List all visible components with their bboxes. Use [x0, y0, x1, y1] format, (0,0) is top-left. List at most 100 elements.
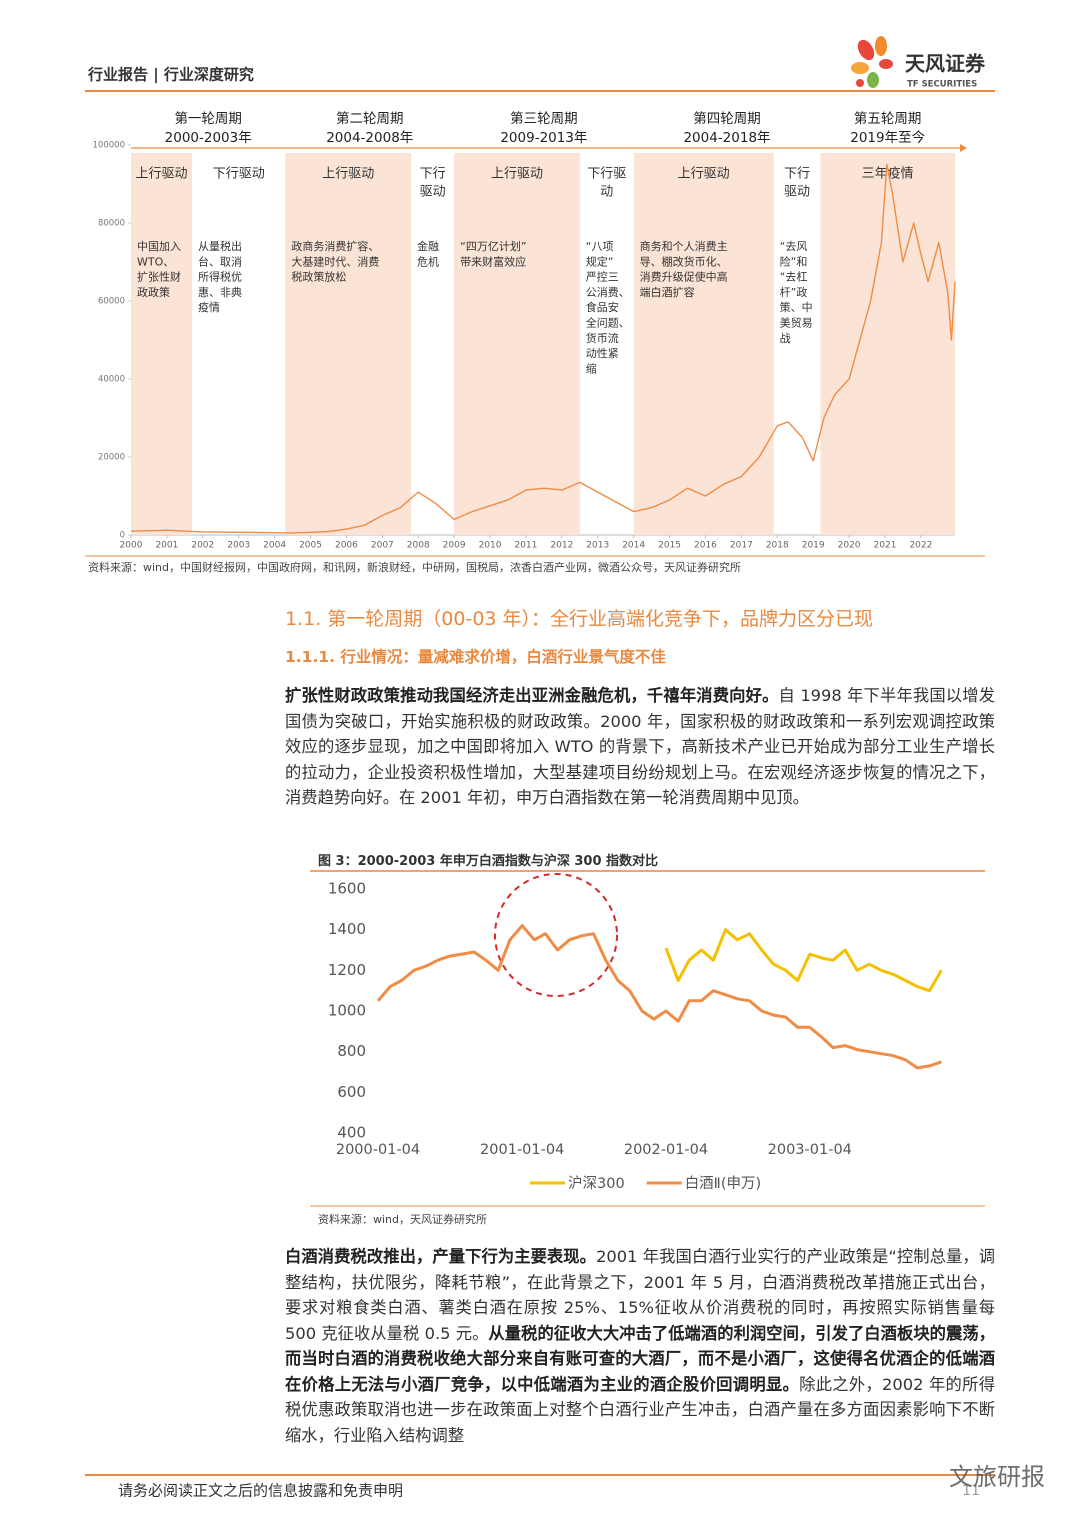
band-label: 上行驱动: [491, 167, 543, 182]
band-text: 台、取消: [198, 254, 242, 268]
x-tick-label: 2002: [191, 541, 214, 551]
band-text: 从量税出: [198, 239, 242, 253]
x-tick-label: 2010: [479, 541, 502, 551]
band-text: 扩张性财: [137, 270, 181, 284]
figure-title: 图 3：2000-2003 年申万白酒指数与沪深 300 指数对比: [318, 854, 659, 869]
y-tick-label: 1400: [328, 920, 366, 938]
band-text: 金融: [417, 239, 439, 253]
data-line: [376, 924, 942, 1070]
legend-label: 白酒Ⅱ(申万): [685, 1175, 761, 1192]
cycle-band: [820, 153, 955, 535]
arrowhead: [960, 144, 967, 152]
x-tick-label: 2000: [120, 541, 143, 551]
band-text: 策、中: [780, 300, 813, 314]
band-text: 惠、非典: [198, 285, 242, 299]
cycle-period: 2019年至今: [850, 130, 925, 146]
band-text: 战: [780, 332, 791, 345]
band-text: “去风: [780, 240, 808, 253]
band-text: 杆”政: [780, 285, 808, 299]
band-text: 带来财富效应: [460, 254, 526, 268]
x-tick-label: 2001-01-04: [480, 1142, 564, 1158]
band-text: 大基建时代、消费: [291, 254, 379, 268]
bold-text: 扩张性财政政策推动我国经济走出亚洲金融危机，千禧年消费向好。: [285, 686, 779, 705]
band-label: 上行驱动: [136, 167, 188, 182]
band-text: 疫情: [198, 300, 220, 314]
cycle-name: 第四轮周期: [693, 110, 761, 127]
band-text: 美贸易: [780, 317, 813, 330]
x-tick-label: 2006: [335, 541, 358, 551]
band-text: 政商务消费扩容、: [291, 239, 379, 253]
band-text: 所得税优: [198, 270, 242, 284]
band-text: 导、棚改货币化、: [640, 254, 728, 268]
data-line: [664, 928, 943, 993]
text: 自 1998 年下半年我国以增发国债为突破口，开始实施积极的财政政策。2000 …: [285, 686, 995, 807]
band-label: 驱动: [784, 185, 810, 200]
y-tick-label: 40000: [98, 375, 125, 385]
band-label: 下行驱动: [213, 167, 265, 182]
x-tick-label: 2007: [371, 541, 394, 551]
x-tick-label: 2005: [299, 541, 322, 551]
x-tick-label: 2015: [658, 541, 681, 551]
x-tick-label: 2016: [694, 541, 717, 551]
cycle-band: [454, 153, 580, 535]
cycle-band: [285, 153, 412, 535]
band-text: 严控三: [586, 270, 619, 284]
x-tick-label: 2009: [443, 541, 466, 551]
band-label: 动: [600, 185, 613, 200]
band-text: “八项: [586, 240, 614, 253]
band-text: 规定”: [586, 254, 614, 268]
cycle-period: 2000-2003年: [165, 130, 252, 146]
band-text: 政政策: [137, 285, 170, 299]
x-tick-label: 2020: [838, 541, 861, 551]
x-tick-label: 2017: [730, 541, 753, 551]
x-tick-label: 2000-01-04: [336, 1142, 420, 1158]
x-tick-label: 2012: [550, 541, 573, 551]
y-tick-label: 1600: [328, 880, 366, 898]
band-label: 驱动: [420, 185, 446, 200]
y-tick-label: 80000: [98, 219, 125, 229]
band-text: 公消费、: [586, 285, 630, 299]
y-tick-label: 400: [337, 1124, 366, 1142]
band-label: 下行: [420, 167, 446, 182]
band-text: 全问题、: [586, 316, 630, 330]
band-label: 上行驱动: [322, 167, 374, 182]
y-tick-label: 1000: [328, 1002, 366, 1020]
y-tick-label: 800: [337, 1042, 366, 1060]
y-tick-label: 0: [120, 531, 125, 541]
logo-subtext: TF SECURITIES: [907, 80, 977, 90]
band-text: “去杠: [780, 271, 808, 284]
y-tick-label: 20000: [98, 453, 125, 463]
band-text: 消费升级促使中高: [640, 270, 728, 284]
cycle-period: 2004-2008年: [326, 130, 413, 146]
page-number: 11: [962, 1483, 980, 1499]
bold-text: 从量税的征收大大冲击了低端酒的利润空间，引发了白酒板块的震荡，而当时白酒的消费税…: [285, 1323, 995, 1394]
x-tick-label: 2003: [227, 541, 250, 551]
band-label: 下行: [784, 167, 810, 182]
x-tick-label: 2008: [407, 541, 430, 551]
band-text: 动性紧: [586, 346, 619, 360]
band-text: 税政策放松: [291, 270, 346, 284]
data-line: [130, 163, 956, 534]
cycle-name: 第三轮周期: [510, 110, 578, 127]
band-text: 食品安: [586, 300, 619, 314]
bold-text: 白酒消费税改推出，产量下行为主要表现。: [285, 1247, 597, 1266]
paragraph: 白酒消费税改推出，产量下行为主要表现。2001 年我国白酒行业实行的产业政策是“…: [285, 1244, 995, 1448]
x-tick-label: 2018: [766, 541, 789, 551]
y-tick-label: 100000: [93, 141, 125, 151]
heading: 1.1. 第一轮周期（00-03 年）：全行业高端化竞争下，品牌力区分已现: [285, 608, 874, 630]
cycle-band: [633, 153, 774, 535]
band-text: 中国加入: [137, 240, 181, 253]
figure-source: 资料来源：wind，天风证券研究所: [318, 1213, 488, 1226]
x-tick-label: 2011: [514, 541, 537, 551]
y-tick-label: 600: [337, 1083, 366, 1101]
band-text: WTO、: [137, 255, 174, 268]
subheading: 1.1.1. 行业情况：量减难求价增，白酒行业景气度不佳: [285, 648, 666, 666]
x-tick-label: 2004: [263, 541, 286, 551]
y-tick-label: 60000: [98, 297, 125, 307]
paragraph: 扩张性财政政策推动我国经济走出亚洲金融危机，千禧年消费向好。自 1998 年下半…: [285, 683, 995, 811]
cycle-period: 2004-2018年: [683, 130, 770, 146]
header-title: 行业报告 | 行业深度研究: [87, 66, 254, 85]
footer-disclaimer: 请务必阅读正文之后的信息披露和免责申明: [118, 1482, 403, 1500]
band-label: 上行驱动: [678, 167, 730, 182]
